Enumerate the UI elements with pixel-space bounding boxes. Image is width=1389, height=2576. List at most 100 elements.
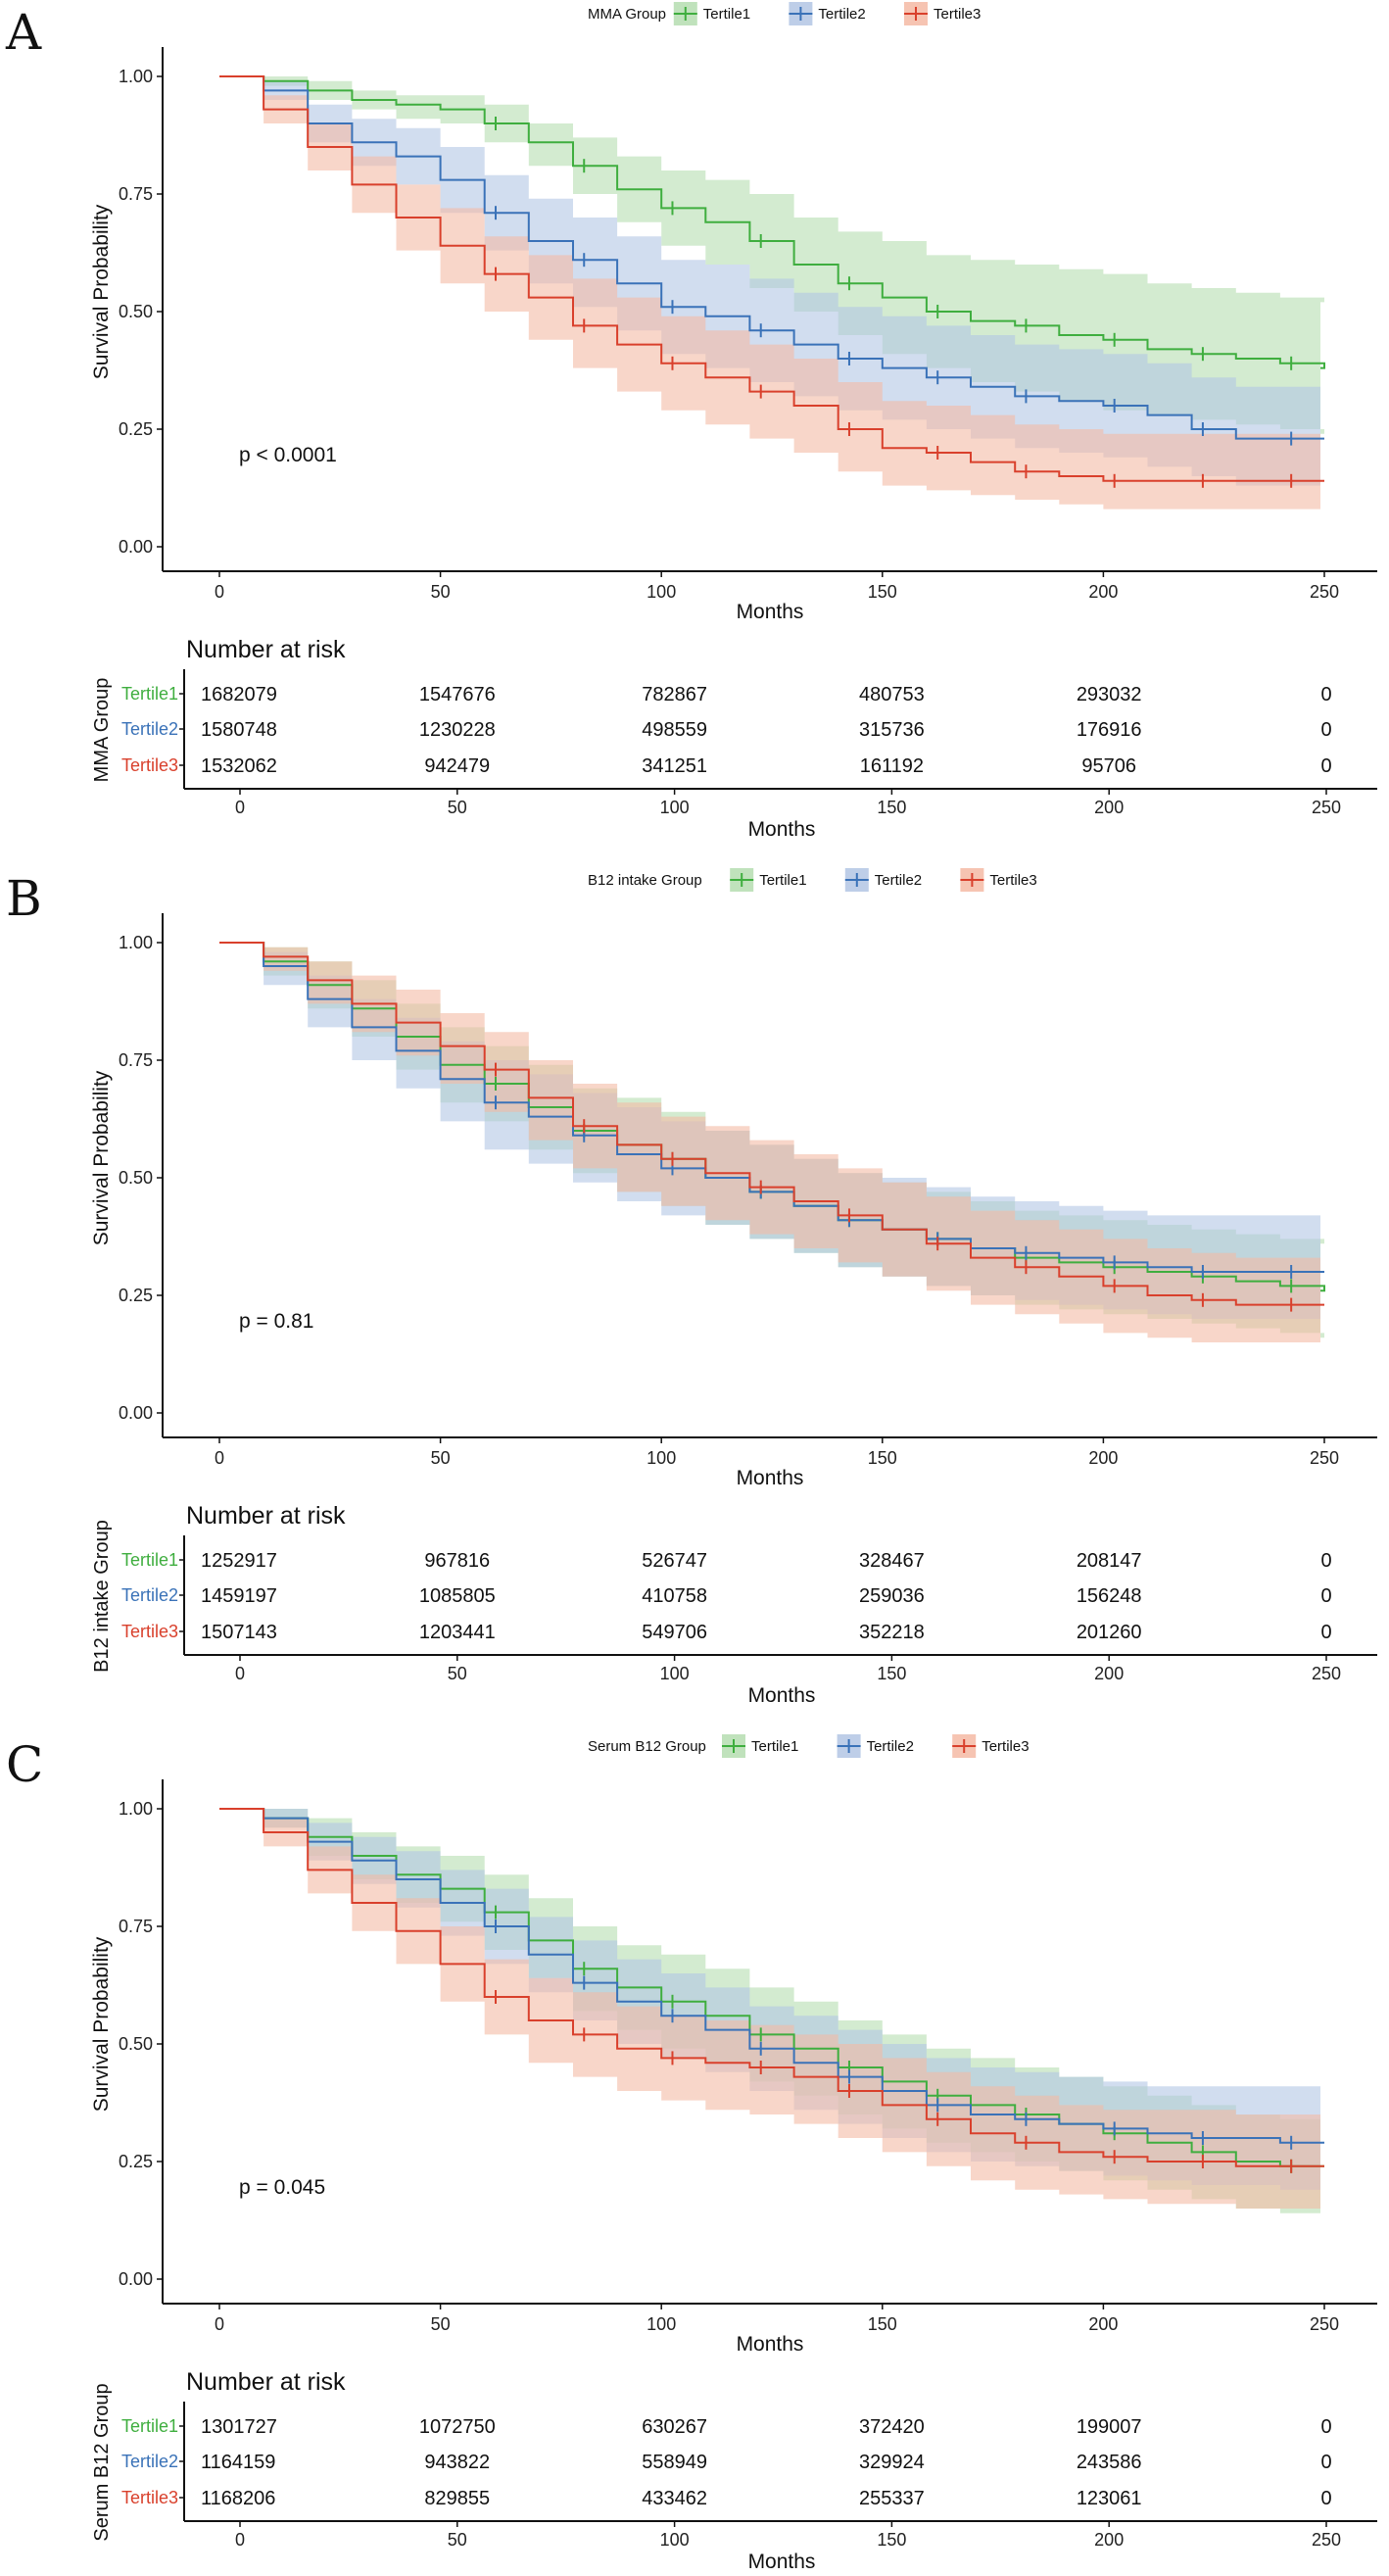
risk-count: 243586 [1077,2452,1142,2473]
risk-count: 782867 [642,684,707,705]
survival-curve-tertile1 [219,1808,1324,2167]
risk-count: 0 [1320,2452,1331,2473]
legend-title: MMA Group [588,6,666,23]
legend-label: Tertile3 [982,1738,1029,1755]
risk-x-axis-title: Months [748,2551,816,2573]
p-value: p = 0.81 [239,1310,313,1333]
x-tick-label: 50 [431,582,451,602]
ci-band-tertile2 [219,76,1324,486]
legend-title: B12 intake Group [588,872,702,889]
risk-row-label: Tertile2 [121,1585,178,1605]
risk-row-tertile3: Tertile3 1507143 1203441 549706 352218 201260… [121,1622,1332,1643]
risk-x-tick-label: 0 [235,798,245,817]
x-tick-label: 250 [1310,582,1339,602]
y-tick-label: 0.25 [119,1286,153,1305]
risk-count: 1085805 [419,1585,496,1607]
risk-x-tick-label: 250 [1312,1664,1341,1683]
risk-row-tertile1: Tertile1 1301727 1072750 630267 372420 199007… [121,2416,1332,2438]
risk-x-tick-label: 200 [1094,2530,1124,2550]
legend-label: Tertile2 [818,6,865,23]
panel-letter: B [6,870,42,927]
x-tick-label: 250 [1310,2314,1339,2334]
risk-count: 558949 [642,2452,707,2473]
risk-row-label: Tertile1 [121,1550,178,1570]
risk-count: 161192 [860,755,924,777]
y-tick-label: 1.00 [119,67,153,86]
risk-count: 0 [1320,719,1331,741]
risk-row-tertile3: Tertile3 1532062 942479 341251 161192 95706 0 [121,755,1332,777]
risk-count: 95706 [1081,755,1136,777]
risk-count: 498559 [642,719,707,741]
ci-band-tertile1 [219,76,1324,434]
panel-letter: A [5,4,42,61]
y-tick-label: 1.00 [119,1799,153,1819]
risk-table: Number at risk Tertile1 1682079 1547676 7828… [91,636,1377,841]
risk-x-tick-label: 200 [1094,1664,1124,1683]
y-tick-label: 0.75 [119,1050,153,1070]
legend-key-tertile3: Tertile3 [960,868,1037,892]
survival-curve-tertile2 [219,942,1324,1273]
x-tick-label: 200 [1088,582,1118,602]
risk-table: Number at risk Tertile1 1301727 1072750 6302… [91,2368,1377,2573]
x-tick-label: 150 [868,582,897,602]
risk-row-label: Tertile3 [121,1622,178,1641]
risk-count: 433462 [642,2488,707,2509]
y-axis-title: Survival Probability [90,1070,113,1245]
risk-x-tick-label: 100 [660,798,690,817]
y-tick-label: 0.75 [119,184,153,204]
p-value: p = 0.045 [239,2176,325,2199]
y-axis-title: Survival Probability [90,204,113,379]
survival-curve-tertile2 [219,1808,1324,2144]
ci-band-tertile3 [219,943,1324,1342]
risk-count: 176916 [1077,719,1142,741]
risk-count: 259036 [859,1585,925,1607]
risk-row-tertile2: Tertile2 1164159 943822 558949 329924 243586 0 [121,2452,1332,2473]
legend-key-tertile2: Tertile2 [844,868,922,892]
x-tick-label: 150 [868,2314,897,2334]
risk-y-axis-title: Serum B12 Group [91,2383,113,2541]
risk-count: 328467 [859,1550,925,1572]
risk-x-tick-label: 50 [448,798,467,817]
legend-label: Tertile1 [759,872,806,889]
risk-count: 1301727 [201,2416,277,2438]
x-tick-label: 200 [1088,1448,1118,1468]
risk-row-tertile1: Tertile1 1682079 1547676 782867 480753 293032… [121,684,1332,705]
legend: MMA Group Tertile1 Tertile2 Tertile3 [588,2,981,25]
risk-count: 372420 [859,2416,925,2438]
risk-row-tertile2: Tertile2 1459197 1085805 410758 259036 156248… [121,1585,1332,1607]
risk-count: 0 [1320,755,1331,777]
risk-x-tick-label: 50 [448,1664,467,1683]
risk-x-tick-label: 100 [660,1664,690,1683]
x-tick-label: 50 [431,2314,451,2334]
risk-count: 0 [1320,684,1331,705]
risk-count: 0 [1320,1550,1331,1572]
legend: B12 intake Group Tertile1 Tertile2 Tertile3 [588,868,1037,892]
x-tick-label: 0 [215,1448,224,1468]
legend-key-tertile3: Tertile3 [952,1734,1030,1758]
legend-key-tertile3: Tertile3 [904,2,981,25]
risk-count: 410758 [642,1585,707,1607]
risk-table-title: Number at risk [186,1502,346,1530]
risk-row-label: Tertile2 [121,2452,178,2471]
y-tick-label: 0.50 [119,302,153,321]
risk-row-label: Tertile3 [121,755,178,775]
panel-c: C Serum B12 Group Tertile1 Tertile2 Tertile3… [6,1734,1377,2573]
legend-key-tertile2: Tertile2 [837,1734,914,1758]
x-tick-label: 200 [1088,2314,1118,2334]
risk-count: 942479 [424,755,490,777]
risk-count: 480753 [859,684,925,705]
risk-row-label: Tertile1 [121,2416,178,2436]
risk-x-tick-label: 0 [235,2530,245,2550]
x-tick-label: 0 [215,582,224,602]
risk-count: 156248 [1077,1585,1142,1607]
risk-count: 0 [1320,1622,1331,1643]
risk-table-title: Number at risk [186,2368,346,2396]
y-tick-label: 0.25 [119,419,153,439]
risk-count: 255337 [859,2488,925,2509]
risk-table-title: Number at risk [186,636,346,663]
legend-label: Tertile3 [989,872,1036,889]
y-tick-label: 0.00 [119,1403,153,1423]
legend: Serum B12 Group Tertile1 Tertile2 Tertile3 [588,1734,1030,1758]
risk-y-axis-title: B12 intake Group [91,1520,113,1673]
risk-count: 293032 [1077,684,1142,705]
